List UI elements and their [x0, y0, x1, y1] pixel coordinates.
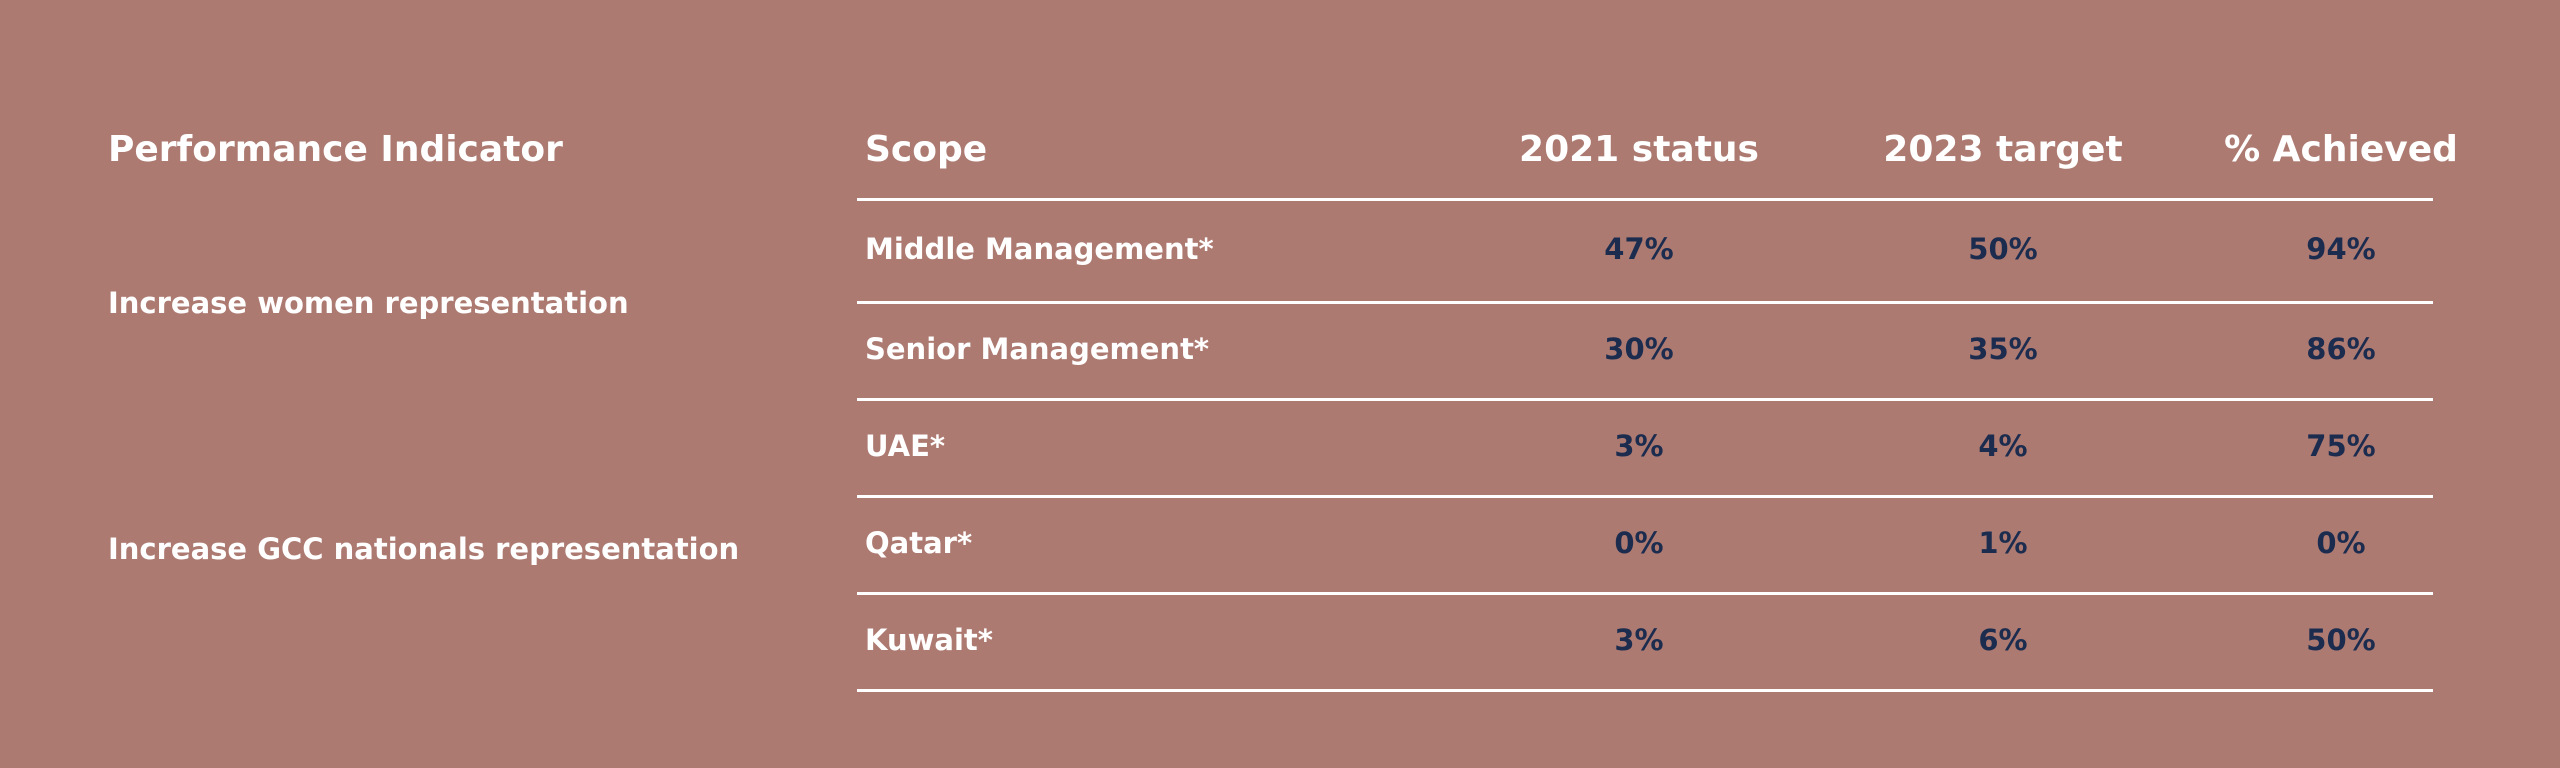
table-row-middle-management: Middle Management* 47% 50% 94%	[857, 201, 2433, 298]
row-percent-achieved: 50%	[2306, 623, 2376, 657]
header-scope: Scope	[865, 129, 988, 170]
row-percent-achieved: 75%	[2306, 429, 2376, 463]
row-2021-status: 3%	[1614, 429, 1664, 463]
row-scope: UAE*	[865, 429, 946, 463]
table-rule	[857, 398, 2433, 401]
row-2023-target: 6%	[1978, 623, 2028, 657]
table-row-kuwait: Kuwait* 3% 6% 50%	[857, 592, 2433, 689]
table-row-uae: UAE* 3% 4% 75%	[857, 398, 2433, 495]
row-percent-achieved: 94%	[2306, 232, 2376, 266]
table-row-qatar: Qatar* 0% 1% 0%	[857, 495, 2433, 592]
row-scope: Middle Management*	[865, 232, 1214, 266]
table-rule	[857, 592, 2433, 595]
header-percent-achieved: % Achieved	[2224, 129, 2458, 170]
table-row-senior-management: Senior Management* 30% 35% 86%	[857, 301, 2433, 398]
row-2023-target: 1%	[1978, 526, 2028, 560]
indicator-gcc-nationals-representation: Increase GCC nationals representation	[108, 532, 740, 566]
row-percent-achieved: 0%	[2316, 526, 2366, 560]
row-2021-status: 0%	[1614, 526, 1664, 560]
table-rule-header	[857, 198, 2433, 201]
row-percent-achieved: 86%	[2306, 332, 2376, 366]
table-rule	[857, 689, 2433, 692]
row-2023-target: 35%	[1968, 332, 2038, 366]
row-2021-status: 3%	[1614, 623, 1664, 657]
row-2021-status: 47%	[1604, 232, 1674, 266]
row-scope: Kuwait*	[865, 623, 993, 657]
row-scope: Senior Management*	[865, 332, 1210, 366]
row-2023-target: 50%	[1968, 232, 2038, 266]
row-2021-status: 30%	[1604, 332, 1674, 366]
row-scope: Qatar*	[865, 526, 973, 560]
header-2021-status: 2021 status	[1519, 129, 1759, 170]
row-2023-target: 4%	[1978, 429, 2028, 463]
table-rule	[857, 301, 2433, 304]
indicator-women-representation: Increase women representation	[108, 286, 629, 320]
header-performance-indicator: Performance Indicator	[108, 129, 563, 170]
table-rule	[857, 495, 2433, 498]
header-2023-target: 2023 target	[1883, 129, 2123, 170]
